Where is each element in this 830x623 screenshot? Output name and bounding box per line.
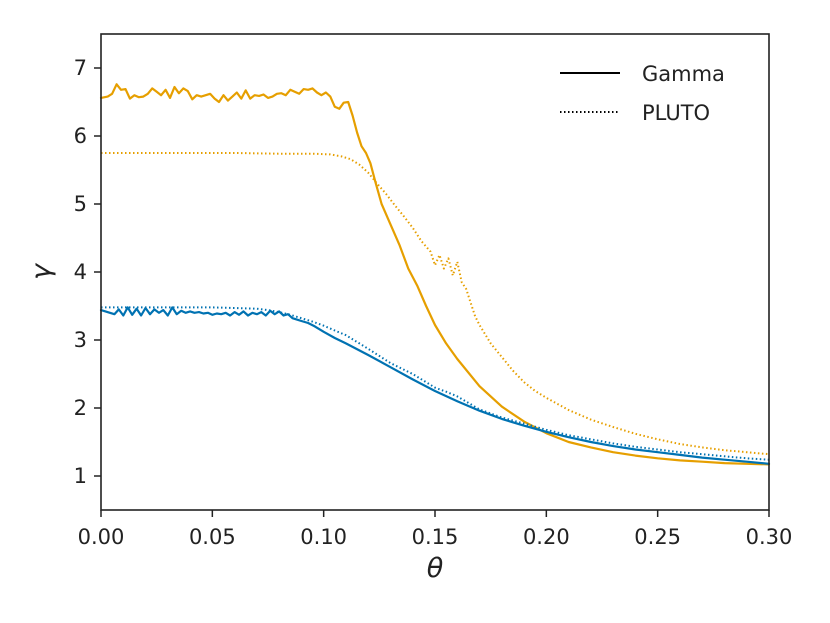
y-tick-label: 6 (74, 124, 87, 148)
x-tick-label: 0.05 (189, 525, 236, 549)
series-line-blue-solid (99, 306, 771, 465)
legend-label: PLUTO (642, 101, 710, 125)
x-tick-label: 0.10 (300, 525, 347, 549)
y-tick-label: 3 (74, 328, 87, 352)
x-tick-label: 0.20 (523, 525, 570, 549)
series-line-orange-dotted (101, 152, 770, 456)
x-axis-title: θ (427, 553, 444, 584)
series-line-orange-solid (99, 83, 771, 466)
x-tick-label: 0.00 (78, 525, 125, 549)
y-tick-label: 1 (74, 464, 87, 488)
y-tick-label: 7 (74, 56, 87, 80)
x-tick-label: 0.25 (634, 525, 681, 549)
y-tick-label: 2 (74, 396, 87, 420)
y-axis-title: γ (26, 262, 57, 280)
legend: Gamma PLUTO (560, 62, 725, 125)
tick-layer: 0.00 0.05 0.10 0.15 0.20 0.25 0.30 1 2 3 4 5 6 7 (74, 56, 793, 549)
y-tick-label: 4 (74, 260, 87, 284)
series-layer (99, 83, 771, 466)
series-line-blue-dotted (101, 306, 770, 461)
x-tick-label: 0.15 (412, 525, 459, 549)
x-tick-label: 0.30 (746, 525, 793, 549)
y-tick-label: 5 (74, 192, 87, 216)
legend-label: Gamma (642, 62, 725, 86)
